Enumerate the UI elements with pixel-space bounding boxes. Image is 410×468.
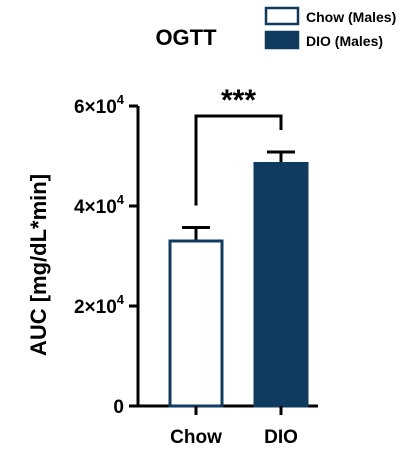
y-tick-label-1: 0	[113, 397, 124, 418]
y-axis-label: AUC [mg/dL*min]	[26, 174, 51, 356]
chart-title: OGTT	[155, 25, 217, 50]
significance-bracket	[194, 114, 283, 206]
x-tick-label-chow: Chow	[170, 427, 222, 448]
plot-area: 0 2×104 4×104 6×104 Chow DIO ***	[74, 84, 318, 448]
legend-label-1: Chow (Males)	[306, 9, 396, 25]
y-tick-label-2: 2×104	[74, 292, 125, 318]
y-tick-label-3: 4×104	[74, 192, 125, 218]
legend-swatch-1	[264, 6, 300, 26]
bar-chow	[168, 239, 224, 408]
bar-dio	[253, 162, 309, 408]
significance-label: ***	[221, 84, 256, 117]
legend-swatch-2	[264, 30, 300, 50]
legend-label-2: DIO (Males)	[306, 33, 383, 49]
x-tick-label-dio: DIO	[264, 427, 298, 448]
y-tick-label-4: 6×104	[74, 92, 125, 118]
legend: Chow (Males) DIO (Males)	[264, 6, 396, 50]
